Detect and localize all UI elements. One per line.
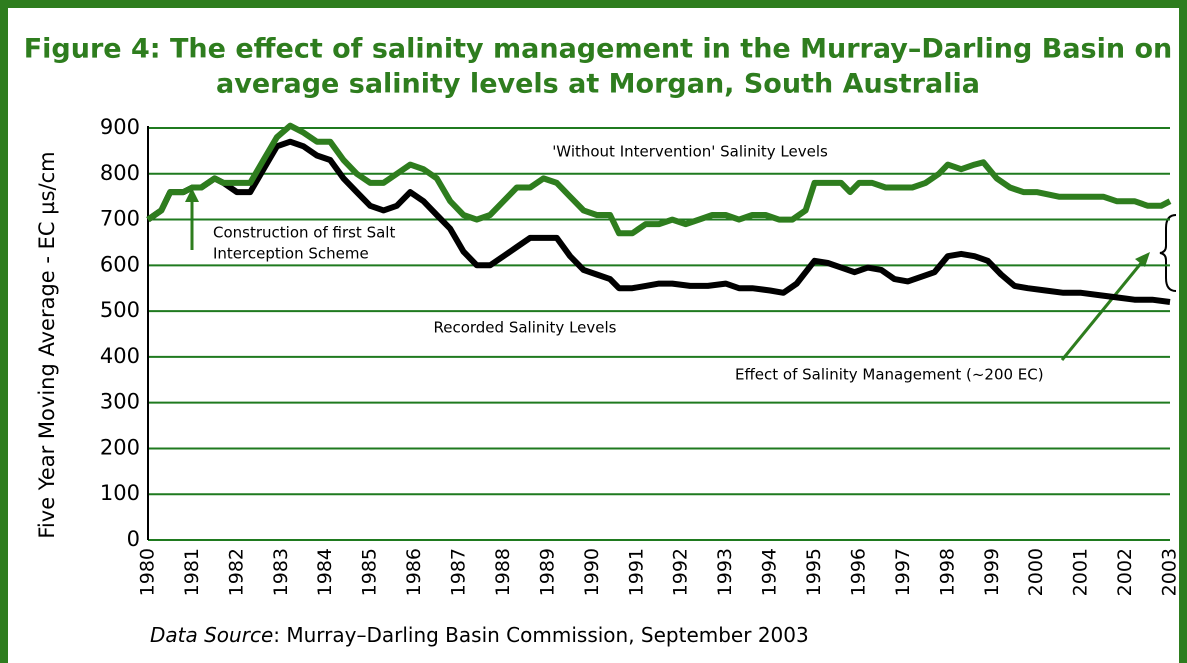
x-tick-label: 1982 [225, 548, 247, 596]
x-tick-label: 1993 [714, 548, 736, 596]
arrow-head [185, 188, 199, 202]
arrow-head [1135, 252, 1150, 267]
y-tick-label: 500 [100, 298, 140, 322]
annotation: Interception Scheme [213, 245, 369, 263]
y-tick-label: 400 [100, 344, 140, 368]
brace [1159, 214, 1177, 292]
x-tick-label: 1990 [581, 548, 603, 596]
annotation: Effect of Salinity Management (~200 EC) [735, 366, 1044, 384]
chart-title: average salinity levels at Morgan, South… [216, 69, 980, 100]
source-label: Data Source [150, 623, 273, 647]
x-tick-label: 1986 [403, 548, 425, 596]
y-tick-label: 900 [100, 115, 140, 139]
x-tick-label: 1994 [759, 548, 781, 596]
x-tick-label: 1997 [892, 548, 914, 596]
series-line [146, 138, 1171, 305]
y-tick-label: 300 [100, 390, 140, 414]
series-line [146, 122, 1172, 237]
x-tick-label: 1988 [492, 548, 514, 596]
x-tick-label: 1999 [981, 548, 1003, 596]
chart-title: Figure 4: The effect of salinity managem… [24, 34, 1173, 65]
series-label: Recorded Salinity Levels [433, 319, 616, 337]
x-tick-label: 1992 [670, 548, 692, 596]
x-tick-label: 2000 [1025, 548, 1047, 596]
x-tick-label: 1984 [314, 548, 336, 596]
source-text: : Murray–Darling Basin Commission, Septe… [273, 623, 808, 647]
y-tick-label: 600 [100, 252, 140, 276]
y-tick-label: 800 [100, 161, 140, 185]
x-tick-label: 2001 [1070, 548, 1092, 596]
x-tick-label: 1998 [936, 548, 958, 596]
y-axis-label: Five Year Moving Average - EC µs/cm [35, 151, 59, 538]
annotation: Construction of first Salt [213, 224, 395, 242]
x-tick-label: 1980 [137, 548, 159, 596]
y-tick-label: 100 [100, 481, 140, 505]
x-tick-label: 2002 [1114, 548, 1136, 596]
x-tick-label: 1991 [625, 548, 647, 596]
y-tick-label: 200 [100, 435, 140, 459]
source: Data Source: Murray–Darling Basin Commis… [150, 623, 809, 647]
x-tick-label: 1985 [359, 548, 381, 596]
x-tick-label: 1981 [181, 548, 203, 596]
series-label: 'Without Intervention' Salinity Levels [552, 143, 828, 161]
x-tick-label: 1995 [803, 548, 825, 596]
x-tick-label: 1983 [270, 548, 292, 596]
x-tick-label: 1996 [847, 548, 869, 596]
y-tick-label: 0 [127, 527, 140, 551]
x-tick-label: 1987 [448, 548, 470, 596]
x-tick-label: 1989 [536, 548, 558, 596]
x-tick-label: 2003 [1159, 548, 1181, 596]
y-tick-label: 700 [100, 207, 140, 231]
